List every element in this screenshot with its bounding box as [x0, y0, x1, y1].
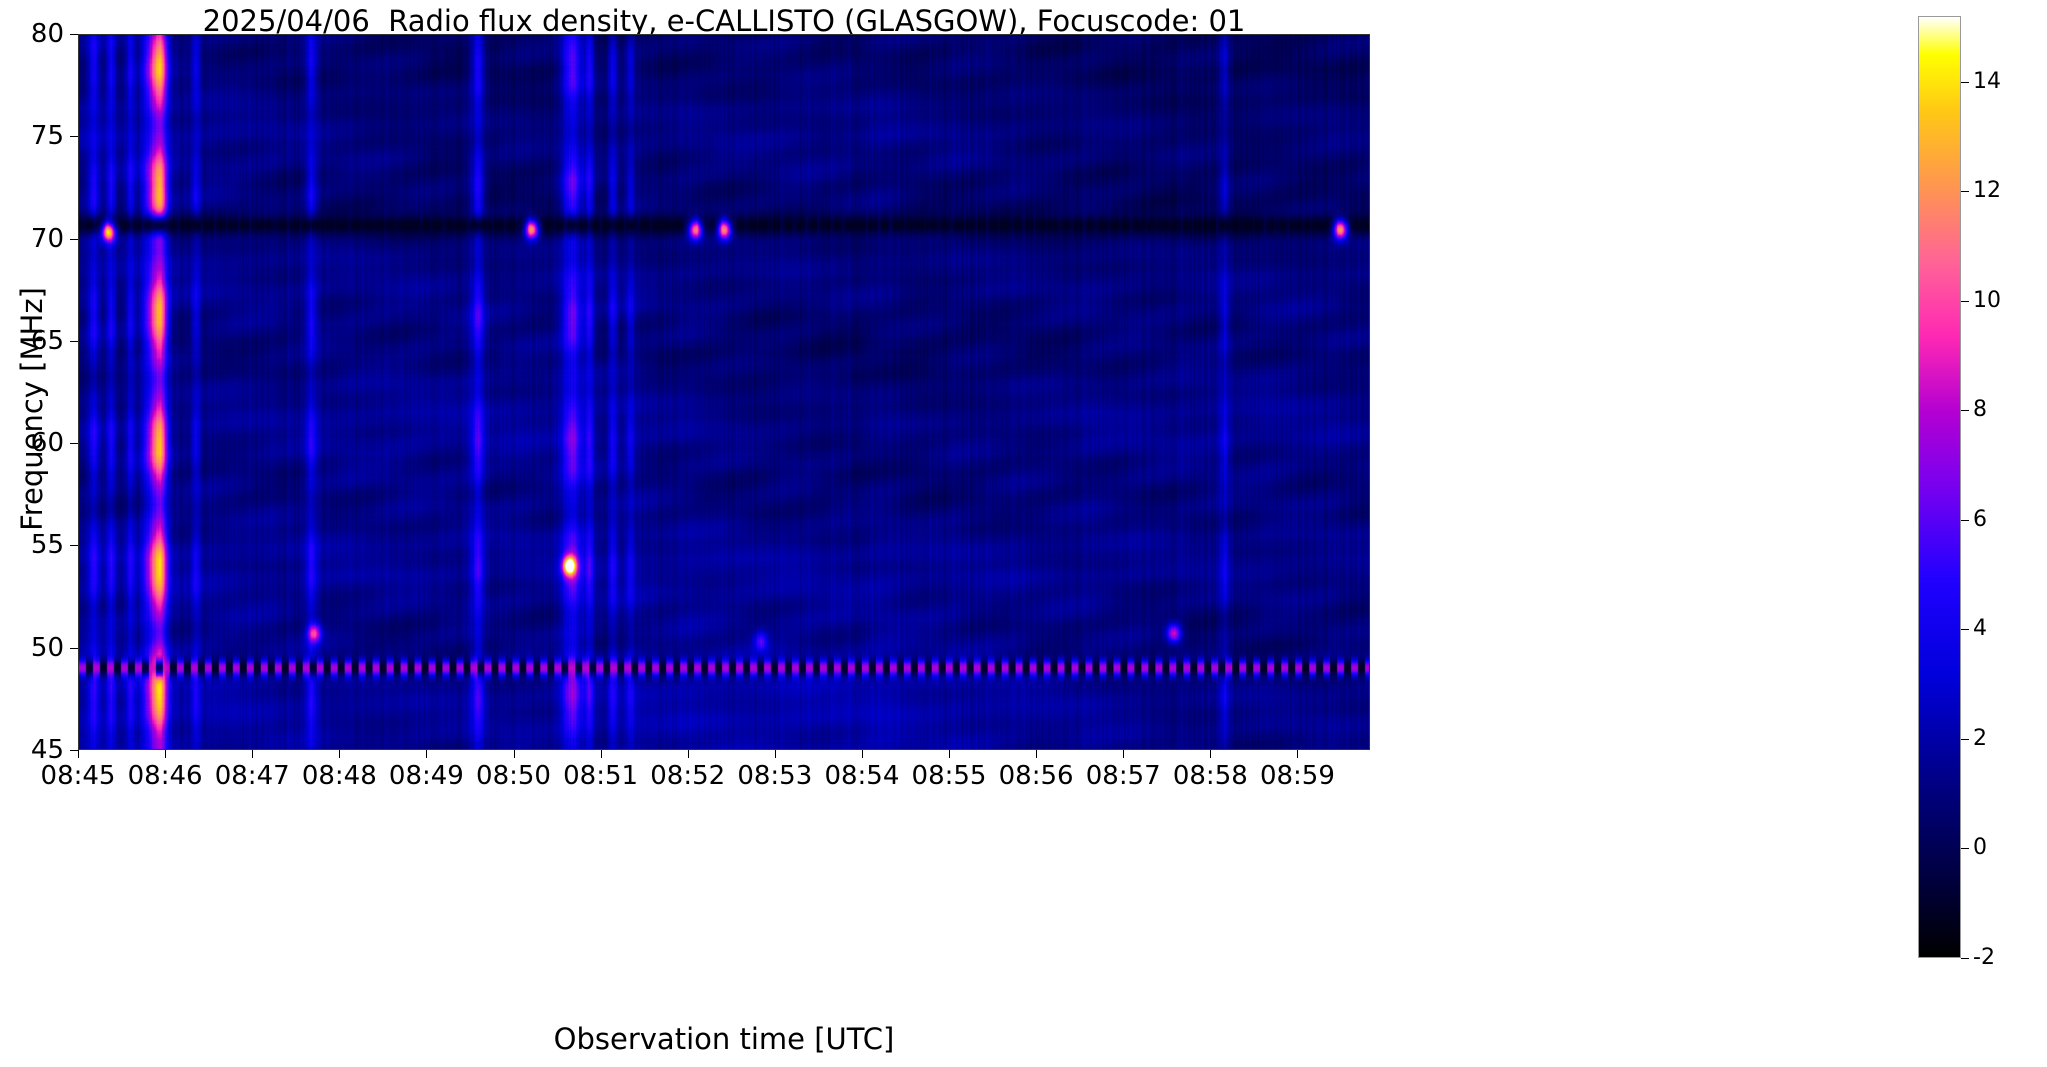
spectrogram-image	[79, 35, 1369, 749]
colorbar-tick	[1961, 738, 1969, 740]
x-tick-label: 08:49	[388, 761, 464, 791]
colorbar-tick-label: 12	[1973, 178, 2001, 204]
x-tick-label: 08:54	[824, 761, 900, 791]
colorbar-tick	[1961, 191, 1969, 193]
colorbar-tick-label: -2	[1973, 945, 1995, 970]
y-tick-label: 60	[30, 428, 64, 459]
x-tick	[426, 750, 428, 758]
page-title: 2025/04/06 Radio flux density, e-CALLIST…	[202, 4, 1246, 38]
x-tick	[252, 750, 254, 758]
x-tick-label: 08:58	[1172, 761, 1248, 791]
x-tick-label: 08:59	[1259, 761, 1335, 791]
colorbar-tick	[1961, 958, 1969, 959]
x-tick	[165, 750, 167, 758]
colorbar-tick-label: 14	[1973, 68, 2001, 94]
y-tick-label: 50	[30, 632, 64, 663]
colorbar-gradient	[1919, 17, 1960, 957]
colorbar-tick	[1961, 848, 1969, 850]
colorbar-tick-label: 2	[1973, 725, 1987, 751]
x-tick-label: 08:53	[737, 761, 813, 791]
spectrogram-axes	[78, 34, 1370, 750]
colorbar-tick-label: 8	[1973, 397, 1987, 423]
y-tick-label: 45	[30, 735, 64, 765]
colorbar-tick-label: 4	[1973, 616, 1987, 642]
colorbar-tick-label: 0	[1973, 835, 1987, 861]
x-tick-label: 08:50	[476, 761, 551, 791]
x-tick	[774, 750, 776, 758]
x-tick	[339, 750, 341, 758]
x-tick	[949, 750, 950, 758]
x-tick	[513, 750, 515, 758]
y-tick-label: 75	[30, 121, 64, 152]
x-tick-label: 08:55	[911, 761, 987, 791]
x-tick	[861, 750, 863, 758]
colorbar-tick-label: 10	[1973, 287, 2001, 313]
y-tick	[70, 34, 78, 35]
x-tick	[1297, 750, 1299, 758]
y-tick	[70, 238, 78, 240]
x-tick-label: 08:48	[301, 761, 377, 791]
x-tick	[1123, 750, 1125, 758]
y-tick	[70, 340, 78, 342]
y-tick-label: 55	[30, 530, 64, 561]
y-tick	[70, 545, 78, 547]
y-tick-label: 70	[30, 223, 64, 254]
colorbar-tick	[1961, 81, 1969, 83]
x-tick-label: 08:52	[650, 761, 726, 791]
x-axis-label: Observation time [UTC]	[553, 1022, 895, 1056]
x-tick	[78, 750, 79, 758]
colorbar	[1918, 16, 1961, 958]
x-tick-label: 08:56	[998, 761, 1074, 791]
x-tick-label: 08:46	[127, 761, 203, 791]
x-tick	[600, 750, 602, 758]
y-tick	[70, 750, 78, 751]
colorbar-tick	[1961, 300, 1969, 302]
colorbar-tick	[1961, 629, 1969, 631]
colorbar-tick	[1961, 410, 1969, 412]
x-tick	[1210, 750, 1212, 758]
y-tick	[70, 647, 78, 649]
x-tick-label: 08:45	[40, 761, 116, 791]
y-axis-label: Frequency [MHz]	[15, 287, 49, 531]
x-tick-label: 08:47	[214, 761, 290, 791]
x-tick	[1036, 750, 1038, 758]
x-tick	[687, 750, 689, 758]
y-tick	[70, 443, 78, 445]
colorbar-tick-label: 6	[1973, 506, 1987, 532]
colorbar-tick	[1961, 519, 1969, 521]
y-tick-label: 80	[30, 19, 64, 49]
x-tick-label: 08:51	[563, 761, 639, 791]
x-tick-label: 08:57	[1085, 761, 1161, 791]
y-tick-label: 65	[30, 325, 64, 356]
y-tick	[70, 136, 78, 138]
